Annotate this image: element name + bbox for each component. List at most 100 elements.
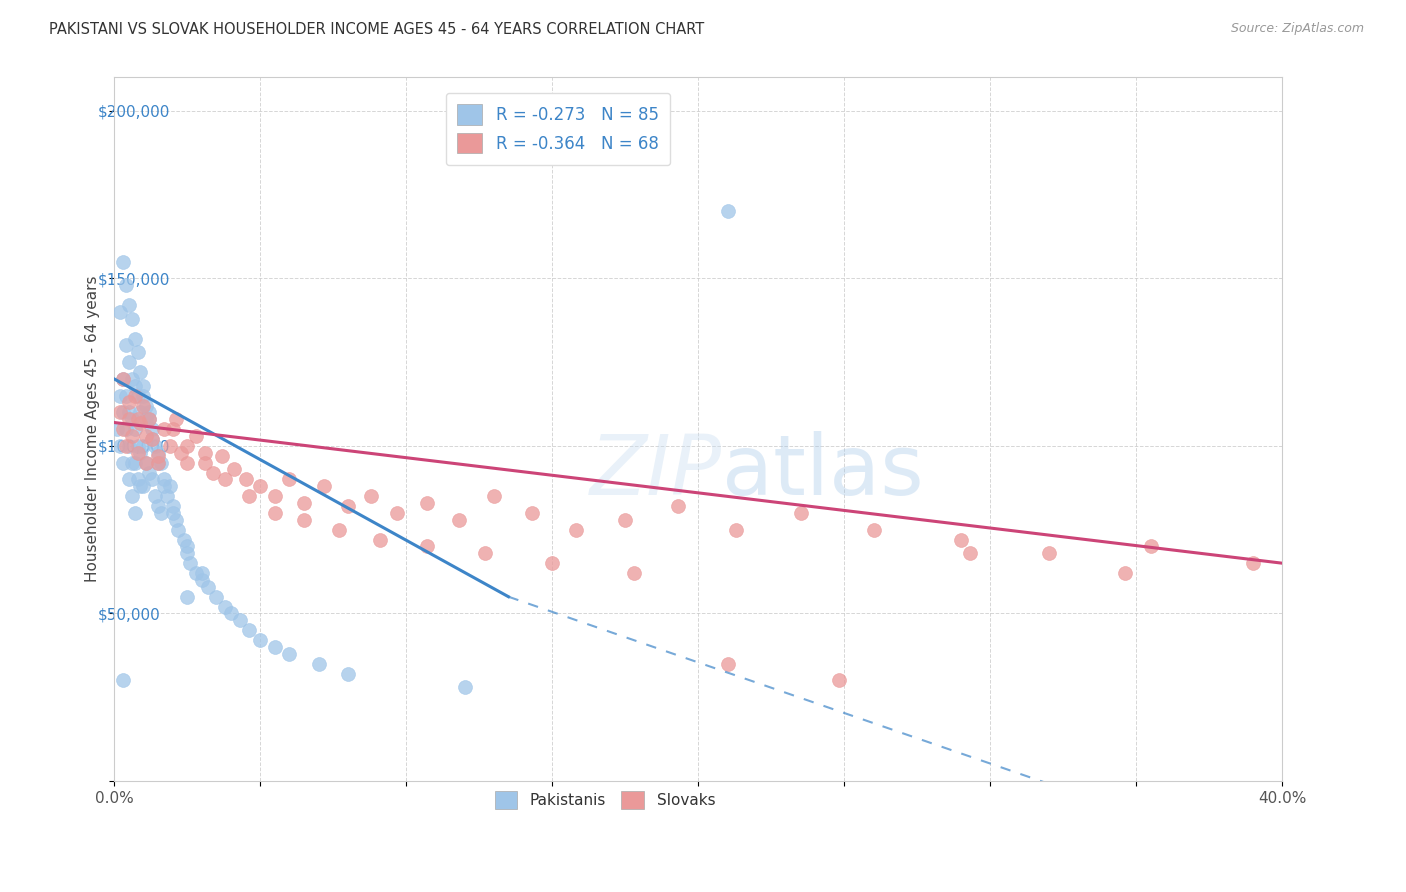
Point — [308, 657, 330, 671]
Point — [162, 422, 184, 436]
Point — [1140, 540, 1163, 554]
Point — [118, 298, 141, 312]
Point — [118, 473, 141, 487]
Point — [124, 332, 146, 346]
Point — [121, 311, 143, 326]
Point — [238, 624, 260, 638]
Point — [138, 412, 160, 426]
Point — [263, 640, 285, 654]
Point — [482, 489, 505, 503]
Point — [176, 590, 198, 604]
Text: Source: ZipAtlas.com: Source: ZipAtlas.com — [1230, 22, 1364, 36]
Point — [132, 378, 155, 392]
Point — [176, 439, 198, 453]
Point — [118, 412, 141, 426]
Point — [950, 533, 973, 547]
Point — [124, 422, 146, 436]
Point — [135, 429, 157, 443]
Point — [222, 462, 245, 476]
Point — [176, 546, 198, 560]
Point — [278, 647, 301, 661]
Legend: Pakistanis, Slovaks: Pakistanis, Slovaks — [488, 785, 721, 815]
Point — [132, 439, 155, 453]
Point — [111, 405, 134, 419]
Point — [115, 422, 138, 436]
Point — [129, 445, 152, 459]
Point — [118, 355, 141, 369]
Point — [141, 432, 163, 446]
Point — [278, 473, 301, 487]
Point — [179, 556, 201, 570]
Point — [153, 473, 176, 487]
Point — [135, 456, 157, 470]
Point — [176, 456, 198, 470]
Point — [146, 456, 169, 470]
Point — [146, 445, 169, 459]
Point — [141, 422, 163, 436]
Point — [238, 489, 260, 503]
Point — [146, 500, 169, 514]
Point — [129, 405, 152, 419]
Point — [292, 513, 315, 527]
Text: atlas: atlas — [721, 431, 924, 512]
Point — [153, 422, 176, 436]
Point — [666, 500, 689, 514]
Point — [111, 673, 134, 688]
Point — [124, 378, 146, 392]
Point — [121, 456, 143, 470]
Point — [827, 673, 849, 688]
Point — [159, 439, 181, 453]
Point — [229, 613, 252, 627]
Point — [135, 399, 157, 413]
Point — [214, 473, 236, 487]
Point — [360, 489, 382, 503]
Point — [1114, 566, 1136, 581]
Point — [149, 456, 172, 470]
Point — [121, 489, 143, 503]
Point — [368, 533, 391, 547]
Point — [173, 533, 195, 547]
Point — [121, 429, 143, 443]
Point — [127, 439, 149, 453]
Point — [127, 445, 149, 459]
Point — [415, 496, 437, 510]
Point — [124, 389, 146, 403]
Point — [474, 546, 496, 560]
Point — [205, 590, 228, 604]
Point — [263, 506, 285, 520]
Point — [138, 412, 160, 426]
Point — [118, 439, 141, 453]
Point — [115, 338, 138, 352]
Point — [143, 439, 166, 453]
Point — [716, 657, 738, 671]
Point — [135, 456, 157, 470]
Point — [191, 566, 214, 581]
Point — [127, 345, 149, 359]
Point — [447, 513, 470, 527]
Point — [1038, 546, 1060, 560]
Point — [162, 506, 184, 520]
Point — [132, 389, 155, 403]
Point — [623, 566, 645, 581]
Point — [387, 506, 409, 520]
Point — [170, 445, 193, 459]
Point — [153, 479, 176, 493]
Point — [614, 513, 637, 527]
Point — [520, 506, 543, 520]
Point — [115, 439, 138, 453]
Point — [127, 389, 149, 403]
Point — [124, 456, 146, 470]
Point — [132, 399, 155, 413]
Point — [197, 580, 219, 594]
Point — [184, 429, 207, 443]
Point — [111, 372, 134, 386]
Point — [149, 506, 172, 520]
Point — [129, 479, 152, 493]
Point — [108, 405, 131, 419]
Point — [336, 666, 359, 681]
Point — [143, 489, 166, 503]
Point — [138, 405, 160, 419]
Point — [194, 445, 217, 459]
Point — [118, 405, 141, 419]
Point — [127, 473, 149, 487]
